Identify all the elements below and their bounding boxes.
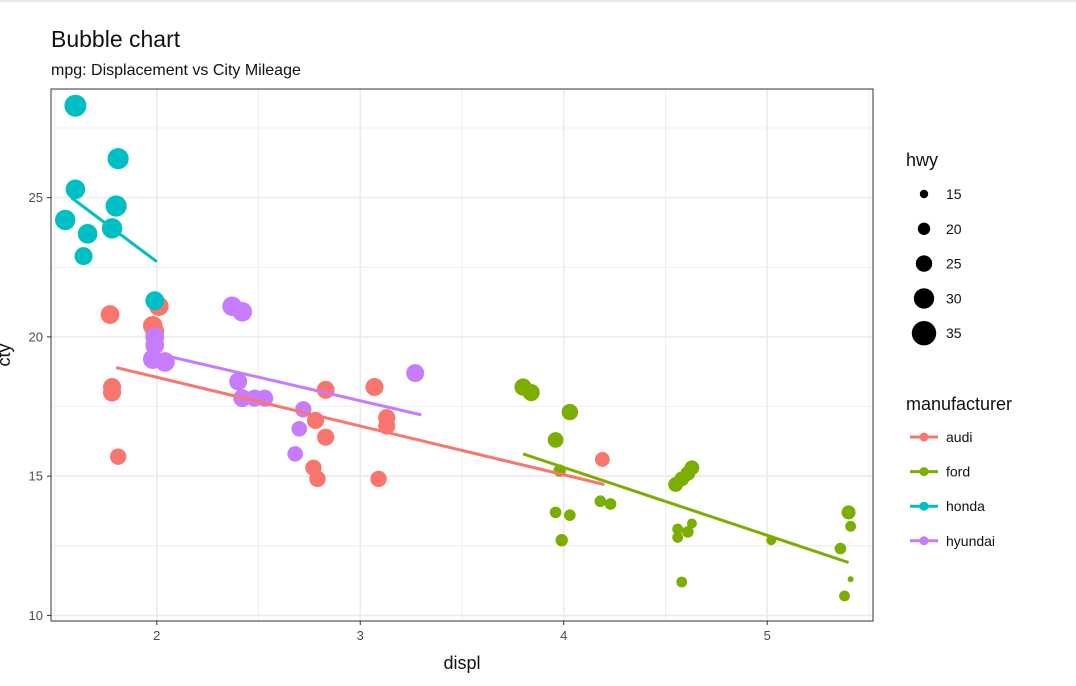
bubble-point-audi bbox=[365, 378, 384, 397]
bubble-point-audi bbox=[317, 428, 335, 446]
bubble-point-honda bbox=[64, 94, 87, 117]
bubble-point-hyundai bbox=[291, 421, 308, 437]
color-legend-dot bbox=[919, 432, 929, 442]
bubble-point-ford bbox=[847, 576, 854, 583]
bubble-point-ford bbox=[564, 509, 576, 521]
bubble-point-ford bbox=[686, 518, 697, 529]
bubble-point-audi bbox=[309, 470, 326, 488]
bubble-point-audi bbox=[594, 452, 610, 467]
y-tick-label: 20 bbox=[29, 329, 43, 344]
bubble-point-audi bbox=[100, 305, 120, 325]
bubble-point-hyundai bbox=[287, 446, 303, 462]
color-legend: manufacturer audi ford honda hyundai bbox=[906, 394, 1012, 549]
bubble-point-hyundai bbox=[142, 349, 163, 369]
size-legend-label: 20 bbox=[946, 221, 962, 237]
bubble-point-hyundai bbox=[406, 364, 425, 383]
color-legend-dot bbox=[919, 501, 929, 511]
bubble-point-ford bbox=[834, 542, 847, 555]
chart-subtitle: mpg: Displacement vs City Mileage bbox=[51, 62, 301, 79]
bubble-point-audi bbox=[109, 448, 127, 465]
bubble-point-ford bbox=[522, 384, 540, 402]
trend-lines bbox=[70, 196, 850, 564]
bubble-point-honda bbox=[74, 247, 93, 266]
bubble-point-ford bbox=[845, 520, 857, 532]
bubble-point-honda bbox=[55, 209, 76, 231]
axis-ticks: 2 3 4 5 10 15 20 25 bbox=[29, 190, 771, 643]
size-legend-label: 35 bbox=[946, 325, 962, 341]
bubble-point-ford bbox=[594, 495, 607, 508]
bubble-point-honda bbox=[77, 224, 98, 244]
color-legend-dot bbox=[919, 536, 929, 546]
bubble-point-ford bbox=[672, 532, 684, 543]
size-legend-key bbox=[913, 288, 935, 309]
size-legend-key bbox=[911, 321, 937, 346]
size-legend: hwy 15 20 25 30 35 bbox=[906, 150, 962, 346]
trend-line-audi bbox=[115, 366, 605, 486]
y-tick-label: 10 bbox=[29, 608, 43, 623]
bubble-point-ford bbox=[549, 506, 562, 519]
color-legend-title: manufacturer bbox=[906, 394, 1012, 414]
bubble-point-honda bbox=[105, 195, 127, 217]
x-tick-label: 3 bbox=[357, 628, 364, 643]
bubble-point-ford bbox=[841, 505, 856, 520]
trend-line-hyundai bbox=[156, 352, 422, 417]
color-legend-label: honda bbox=[946, 498, 985, 514]
bubble-point-honda bbox=[65, 179, 86, 200]
size-legend-key bbox=[917, 222, 931, 235]
y-tick-label: 15 bbox=[29, 469, 43, 484]
bubble-point-ford bbox=[604, 498, 617, 510]
y-axis-title: cty bbox=[0, 343, 14, 366]
bubble-point-honda bbox=[107, 148, 129, 170]
bubble-point-ford bbox=[684, 460, 700, 476]
color-legend-label: ford bbox=[946, 464, 970, 480]
bubble-point-hyundai bbox=[229, 372, 248, 391]
x-axis-title: displ bbox=[443, 653, 480, 673]
color-legend-dot bbox=[919, 467, 929, 477]
size-legend-label: 15 bbox=[946, 186, 962, 202]
trend-line-honda bbox=[70, 196, 158, 263]
bubble-point-ford bbox=[839, 590, 850, 602]
y-tick-label: 25 bbox=[29, 190, 43, 205]
plot-border bbox=[50, 88, 874, 622]
trend-line-ford bbox=[522, 452, 850, 564]
color-legend-label: hyundai bbox=[946, 533, 995, 549]
bubble-point-ford bbox=[672, 523, 684, 535]
x-tick-label: 5 bbox=[764, 628, 771, 643]
chart-title: Bubble chart bbox=[51, 26, 181, 52]
bubble-point-audi bbox=[103, 383, 122, 402]
size-legend-title: hwy bbox=[906, 150, 938, 170]
x-tick-label: 4 bbox=[560, 628, 567, 643]
bubble-point-ford bbox=[676, 576, 688, 588]
bubble-point-audi bbox=[370, 470, 387, 488]
bubble-point-ford bbox=[682, 526, 694, 538]
bubble-point-hyundai bbox=[232, 302, 253, 322]
size-legend-label: 25 bbox=[946, 256, 962, 272]
bubble-point-honda bbox=[145, 291, 165, 311]
size-legend-key bbox=[915, 255, 933, 272]
size-legend-key bbox=[919, 189, 929, 199]
bubble-point-ford bbox=[561, 403, 579, 421]
top-border bbox=[0, 0, 1076, 2]
size-legend-label: 30 bbox=[946, 290, 962, 306]
bubble-point-ford bbox=[555, 534, 568, 547]
grid-lines bbox=[51, 89, 873, 621]
color-legend-label: audi bbox=[946, 429, 972, 445]
x-tick-label: 2 bbox=[153, 628, 160, 643]
bubble-point-ford bbox=[547, 432, 564, 448]
